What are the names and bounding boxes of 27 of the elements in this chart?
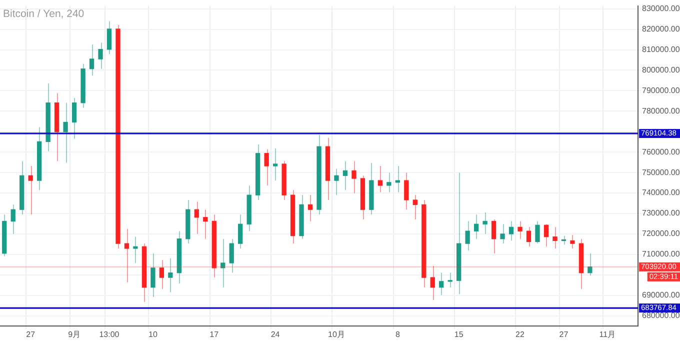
y-tick-label: 710000.00 — [642, 250, 680, 259]
y-tick-label: 690000.00 — [642, 290, 680, 300]
x-tick-label: 10月 — [328, 330, 345, 340]
y-tick-label: 830000.00 — [642, 4, 680, 14]
y-tick-label: 790000.00 — [642, 86, 680, 95]
x-tick-label: 22 — [516, 330, 526, 340]
chart-title: Bitcoin / Yen, 240 — [3, 8, 84, 20]
x-tick-label: 8 — [395, 330, 400, 340]
y-tick-label: 750000.00 — [642, 168, 680, 177]
x-tick-label: 24 — [270, 330, 280, 340]
x-tick-label: 9月 — [68, 330, 81, 340]
y-tick-label: 730000.00 — [642, 208, 680, 218]
x-tick-label: 15 — [454, 330, 464, 340]
x-tick-label: 17 — [210, 330, 220, 340]
y-tick-label: 780000.00 — [642, 106, 680, 116]
y-tick-label: 800000.00 — [642, 65, 680, 74]
x-tick-label: 10 — [148, 330, 158, 340]
y-tick-label: 740000.00 — [642, 188, 680, 198]
y-tick-label: 760000.00 — [642, 147, 680, 156]
y-tick-label: 810000.00 — [642, 44, 680, 54]
x-tick-label: 13:00 — [99, 330, 120, 340]
y-tick-label: 680000.00 — [642, 310, 680, 320]
x-tick-label: 27 — [559, 330, 569, 340]
y-tick-label: 720000.00 — [642, 229, 680, 238]
y-tick-label: 820000.00 — [642, 24, 680, 34]
x-tick-label: 11月 — [599, 330, 616, 340]
x-tick-label: 27 — [26, 330, 36, 340]
